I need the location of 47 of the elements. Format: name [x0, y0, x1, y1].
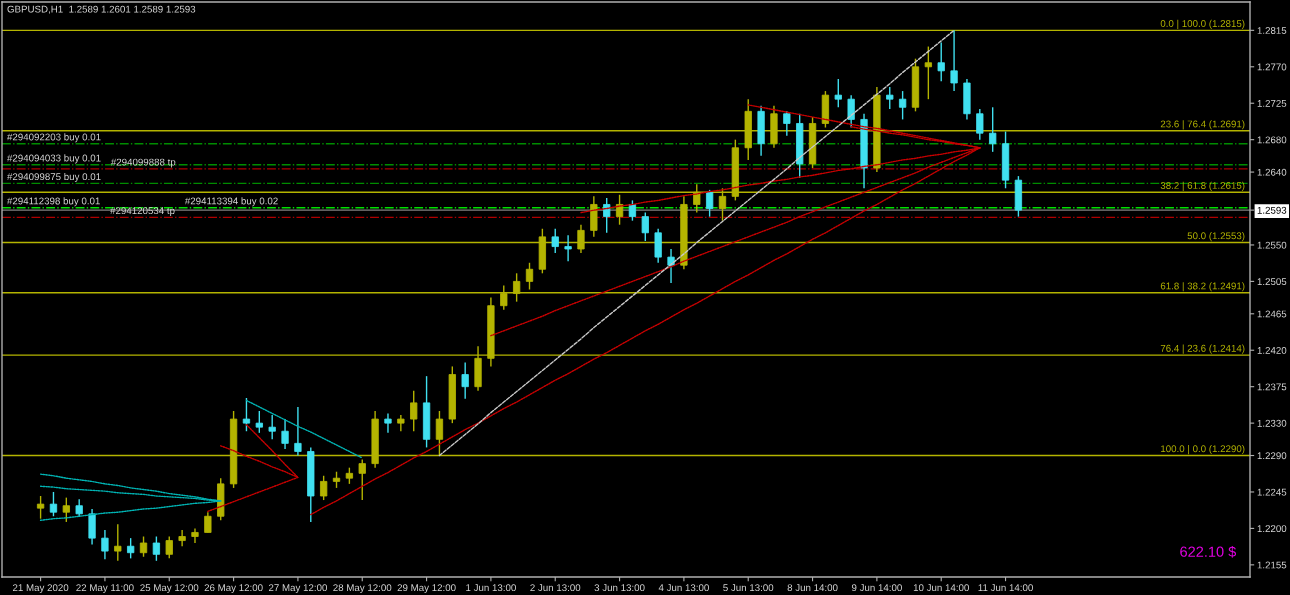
x-tick-label: 9 Jun 14:00 [851, 584, 902, 592]
y-tick-label: 1.2725 [1257, 99, 1287, 107]
x-tick-label: 22 May 11:00 [76, 584, 134, 594]
x-tick-label: 21 May 2020 [12, 584, 69, 594]
ref-line-label: 61.8 | 38.2 (1.2491) [1160, 282, 1245, 292]
y-tick-label: 1.2155 [1257, 561, 1287, 569]
x-tick-label: 8 Jun 14:00 [787, 584, 838, 592]
y-tick-label: 1.2770 [1257, 63, 1287, 71]
ref-line-label: #294120534 tp [110, 207, 175, 217]
y-tick-label: 1.2420 [1257, 346, 1287, 354]
ref-line-label: 100.0 | 0.0 (1.2290) [1161, 445, 1245, 455]
text: 622.10 $ [1180, 545, 1237, 558]
y-tick-label: 1.2200 [1257, 525, 1287, 533]
y-tick-label: 1.2640 [1257, 168, 1287, 176]
ref-line-label: #294112398 buy 0.01 [7, 197, 100, 207]
x-tick-label: 3 Jun 13:00 [594, 584, 645, 592]
ref-line-label: #294099875 buy 0.01 [7, 172, 101, 183]
ref-line-label: 76.4 | 23.6 (1.2414) [1160, 344, 1245, 354]
x-tick-label: 25 May 12:00 [140, 584, 199, 594]
x-tick-label: 2 Jun 13:00 [530, 584, 581, 592]
y-tick-label: 1.2680 [1257, 136, 1287, 144]
x-tick-label: 5 Jun 13:00 [723, 584, 774, 592]
x-tick-label: 10 Jun 14:00 [913, 584, 969, 592]
annotation: #294113394 buy 0.02 [184, 197, 278, 207]
x-tick-label: 27 May 12:00 [268, 584, 327, 594]
x-tick-label: 11 Jun 14:00 [978, 584, 1033, 592]
ref-line-label: 38.2 | 61.8 (1.2615) [1160, 181, 1245, 191]
y-tick-label: 1.2815 [1257, 27, 1287, 34]
ref-line-label: #294094033 buy 0.01 [7, 154, 101, 164]
y-tick-label: 1.2550 [1257, 241, 1287, 249]
y-tick-label: 1.2593 [1257, 206, 1287, 214]
y-tick-label: 1.2245 [1257, 488, 1287, 496]
x-tick-label: 4 Jun 13:00 [658, 584, 709, 592]
y-tick-label: 1.2465 [1257, 310, 1287, 318]
chart-title: GBPUSD,H1 1.2589 1.2601 1.2589 1.2593 [7, 5, 196, 14]
y-tick-label: 1.2290 [1257, 452, 1287, 460]
x-tick-label: 29 May 12:00 [397, 584, 456, 594]
ref-line-label: 0.0 | 100.0 (1.2815) [1160, 19, 1245, 29]
ref-line-label: #294092203 buy 0.01 [7, 133, 101, 143]
x-tick-label: 1 Jun 13:00 [466, 584, 516, 592]
x-tick-label: 28 May 12:00 [333, 584, 392, 594]
x-tick-label: 26 May 12:00 [204, 584, 263, 594]
y-tick-label: 1.2330 [1257, 419, 1287, 427]
y-tick-label: 1.2505 [1257, 278, 1287, 286]
y-tick-label: 1.2375 [1257, 383, 1287, 391]
ref-line-label: 23.6 | 76.4 (1.2691) [1160, 120, 1245, 130]
ref-line-label: 50.0 (1.2553) [1187, 232, 1245, 242]
